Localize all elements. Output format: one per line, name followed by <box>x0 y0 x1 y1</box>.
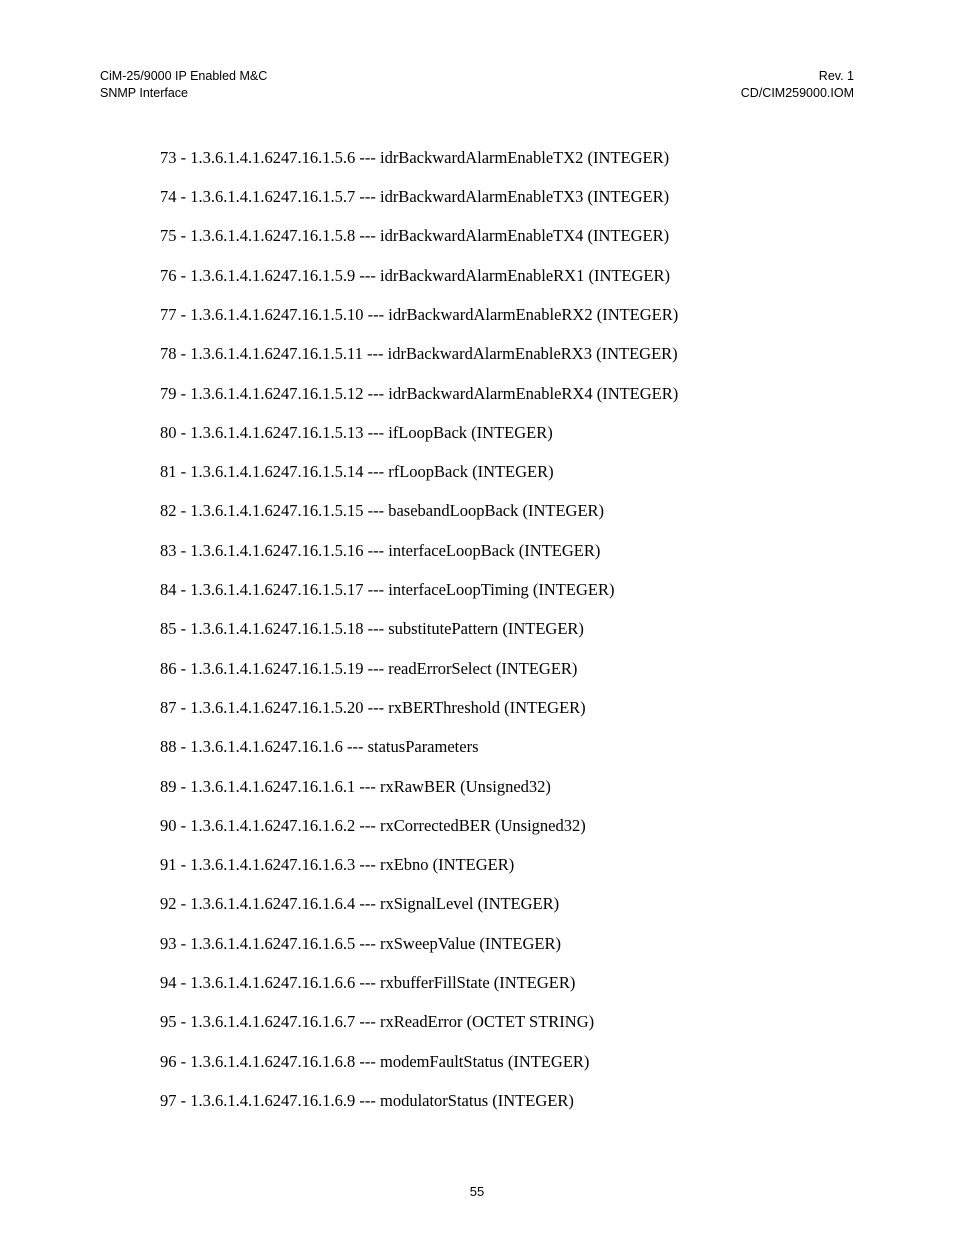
mib-entry: 84 - 1.3.6.1.4.1.6247.16.1.5.17 --- inte… <box>160 580 854 600</box>
mib-entry: 83 - 1.3.6.1.4.1.6247.16.1.5.16 --- inte… <box>160 541 854 561</box>
page: CiM-25/9000 IP Enabled M&C SNMP Interfac… <box>0 0 954 1235</box>
mib-entry: 78 - 1.3.6.1.4.1.6247.16.1.5.11 --- idrB… <box>160 344 854 364</box>
mib-entry: 92 - 1.3.6.1.4.1.6247.16.1.6.4 --- rxSig… <box>160 894 854 914</box>
mib-entry: 73 - 1.3.6.1.4.1.6247.16.1.5.6 --- idrBa… <box>160 148 854 168</box>
mib-entry: 86 - 1.3.6.1.4.1.6247.16.1.5.19 --- read… <box>160 659 854 679</box>
mib-entry: 96 - 1.3.6.1.4.1.6247.16.1.6.8 --- modem… <box>160 1052 854 1072</box>
mib-entry: 74 - 1.3.6.1.4.1.6247.16.1.5.7 --- idrBa… <box>160 187 854 207</box>
mib-entry: 80 - 1.3.6.1.4.1.6247.16.1.5.13 --- ifLo… <box>160 423 854 443</box>
header-docid: CD/CIM259000.IOM <box>741 85 854 102</box>
header-revision: Rev. 1 <box>741 68 854 85</box>
mib-entry: 76 - 1.3.6.1.4.1.6247.16.1.5.9 --- idrBa… <box>160 266 854 286</box>
header-right: Rev. 1 CD/CIM259000.IOM <box>741 68 854 102</box>
mib-entry: 90 - 1.3.6.1.4.1.6247.16.1.6.2 --- rxCor… <box>160 816 854 836</box>
mib-entry: 82 - 1.3.6.1.4.1.6247.16.1.5.15 --- base… <box>160 501 854 521</box>
mib-entry: 97 - 1.3.6.1.4.1.6247.16.1.6.9 --- modul… <box>160 1091 854 1111</box>
mib-entry: 85 - 1.3.6.1.4.1.6247.16.1.5.18 --- subs… <box>160 619 854 639</box>
mib-entry: 93 - 1.3.6.1.4.1.6247.16.1.6.5 --- rxSwe… <box>160 934 854 954</box>
mib-entry: 95 - 1.3.6.1.4.1.6247.16.1.6.7 --- rxRea… <box>160 1012 854 1032</box>
header-title: CiM-25/9000 IP Enabled M&C <box>100 68 267 85</box>
mib-entry: 81 - 1.3.6.1.4.1.6247.16.1.5.14 --- rfLo… <box>160 462 854 482</box>
page-header: CiM-25/9000 IP Enabled M&C SNMP Interfac… <box>100 68 854 102</box>
page-footer: 55 <box>0 1184 954 1199</box>
mib-entry: 87 - 1.3.6.1.4.1.6247.16.1.5.20 --- rxBE… <box>160 698 854 718</box>
mib-entry: 75 - 1.3.6.1.4.1.6247.16.1.5.8 --- idrBa… <box>160 226 854 246</box>
mib-entry: 89 - 1.3.6.1.4.1.6247.16.1.6.1 --- rxRaw… <box>160 777 854 797</box>
mib-entry: 88 - 1.3.6.1.4.1.6247.16.1.6 --- statusP… <box>160 737 854 757</box>
header-left: CiM-25/9000 IP Enabled M&C SNMP Interfac… <box>100 68 267 102</box>
page-number: 55 <box>470 1184 484 1199</box>
mib-entry-list: 73 - 1.3.6.1.4.1.6247.16.1.5.6 --- idrBa… <box>100 148 854 1111</box>
mib-entry: 77 - 1.3.6.1.4.1.6247.16.1.5.10 --- idrB… <box>160 305 854 325</box>
mib-entry: 79 - 1.3.6.1.4.1.6247.16.1.5.12 --- idrB… <box>160 384 854 404</box>
mib-entry: 94 - 1.3.6.1.4.1.6247.16.1.6.6 --- rxbuf… <box>160 973 854 993</box>
header-subtitle: SNMP Interface <box>100 85 267 102</box>
mib-entry: 91 - 1.3.6.1.4.1.6247.16.1.6.3 --- rxEbn… <box>160 855 854 875</box>
